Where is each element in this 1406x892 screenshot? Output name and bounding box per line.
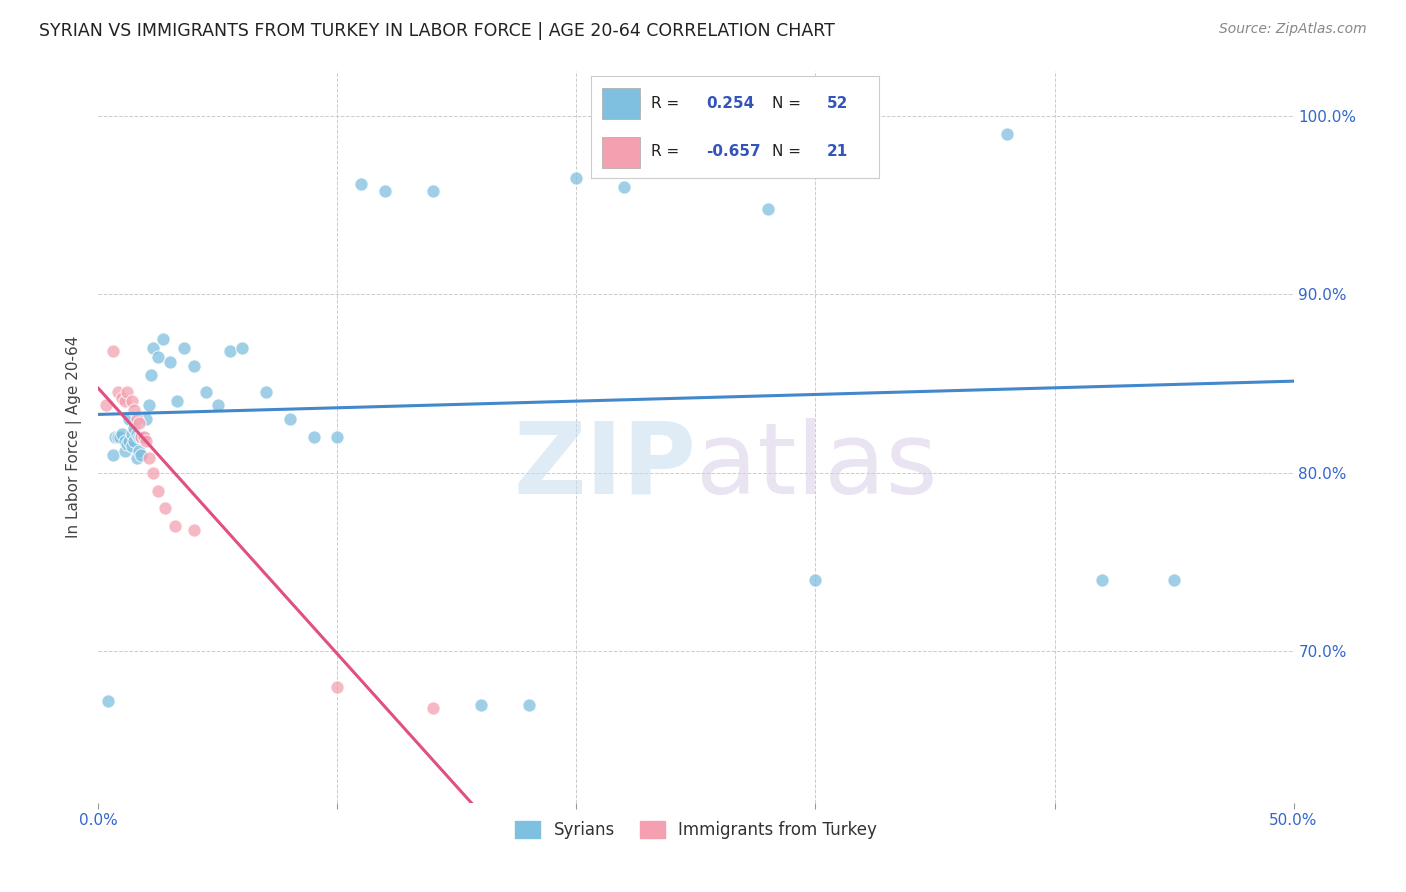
Text: N =: N = bbox=[772, 145, 806, 160]
Point bbox=[131, 430, 153, 444]
Point bbox=[111, 391, 134, 405]
Point bbox=[125, 412, 148, 426]
FancyBboxPatch shape bbox=[602, 137, 640, 168]
Point bbox=[159, 355, 181, 369]
Y-axis label: In Labor Force | Age 20-64: In Labor Force | Age 20-64 bbox=[66, 336, 83, 538]
Point bbox=[374, 184, 396, 198]
Text: 0.254: 0.254 bbox=[706, 96, 754, 111]
Point bbox=[128, 444, 150, 458]
Point bbox=[207, 398, 229, 412]
Point bbox=[326, 430, 349, 444]
Point bbox=[107, 430, 129, 444]
Point bbox=[195, 385, 218, 400]
Point bbox=[125, 426, 148, 441]
Point bbox=[107, 385, 129, 400]
Point bbox=[104, 430, 127, 444]
Point bbox=[166, 394, 188, 409]
Legend: Syrians, Immigrants from Turkey: Syrians, Immigrants from Turkey bbox=[509, 814, 883, 846]
Point bbox=[139, 368, 162, 382]
Text: -0.657: -0.657 bbox=[706, 145, 761, 160]
Point bbox=[613, 180, 636, 194]
Text: N =: N = bbox=[772, 96, 806, 111]
Point bbox=[995, 127, 1018, 141]
Point bbox=[135, 434, 157, 448]
Text: atlas: atlas bbox=[696, 417, 938, 515]
Point bbox=[128, 416, 150, 430]
Point bbox=[148, 350, 170, 364]
Point bbox=[121, 426, 143, 441]
Point bbox=[115, 437, 138, 451]
Point bbox=[148, 483, 170, 498]
Point bbox=[121, 439, 143, 453]
Point bbox=[121, 394, 143, 409]
Point bbox=[163, 519, 186, 533]
Point bbox=[125, 451, 148, 466]
Text: R =: R = bbox=[651, 96, 685, 111]
Point bbox=[756, 202, 779, 216]
Text: ZIP: ZIP bbox=[513, 417, 696, 515]
Point bbox=[422, 184, 444, 198]
Point bbox=[115, 385, 138, 400]
Point bbox=[565, 171, 588, 186]
Point bbox=[1163, 573, 1185, 587]
Point bbox=[183, 523, 205, 537]
Text: 52: 52 bbox=[827, 96, 848, 111]
Point bbox=[124, 421, 146, 435]
Point bbox=[804, 573, 827, 587]
Point bbox=[1091, 573, 1114, 587]
Point bbox=[231, 341, 253, 355]
Point bbox=[101, 448, 124, 462]
Point bbox=[135, 412, 157, 426]
Point bbox=[138, 451, 160, 466]
Point bbox=[131, 448, 153, 462]
Point bbox=[517, 698, 540, 712]
Point bbox=[326, 680, 349, 694]
Point bbox=[422, 701, 444, 715]
Text: 21: 21 bbox=[827, 145, 848, 160]
Point bbox=[219, 344, 242, 359]
Text: SYRIAN VS IMMIGRANTS FROM TURKEY IN LABOR FORCE | AGE 20-64 CORRELATION CHART: SYRIAN VS IMMIGRANTS FROM TURKEY IN LABO… bbox=[39, 22, 835, 40]
Point bbox=[278, 412, 301, 426]
Text: R =: R = bbox=[651, 145, 685, 160]
Point bbox=[138, 398, 160, 412]
Point bbox=[108, 430, 131, 444]
Point bbox=[470, 698, 492, 712]
Point bbox=[132, 430, 155, 444]
Point bbox=[131, 430, 153, 444]
Point bbox=[97, 694, 120, 708]
Point bbox=[114, 434, 136, 448]
Point bbox=[118, 412, 141, 426]
Point bbox=[101, 344, 124, 359]
Point bbox=[111, 426, 134, 441]
Point bbox=[94, 398, 117, 412]
Point bbox=[124, 434, 146, 448]
Point bbox=[152, 332, 174, 346]
Point bbox=[128, 430, 150, 444]
Point bbox=[350, 177, 373, 191]
Point bbox=[114, 444, 136, 458]
Point bbox=[132, 430, 155, 444]
Point bbox=[124, 403, 146, 417]
Point bbox=[118, 434, 141, 448]
Point bbox=[114, 394, 136, 409]
Point bbox=[254, 385, 277, 400]
Point bbox=[142, 466, 165, 480]
Point bbox=[155, 501, 177, 516]
Text: Source: ZipAtlas.com: Source: ZipAtlas.com bbox=[1219, 22, 1367, 37]
Point bbox=[183, 359, 205, 373]
Point bbox=[302, 430, 325, 444]
Point bbox=[142, 341, 165, 355]
FancyBboxPatch shape bbox=[602, 88, 640, 119]
Point bbox=[173, 341, 195, 355]
